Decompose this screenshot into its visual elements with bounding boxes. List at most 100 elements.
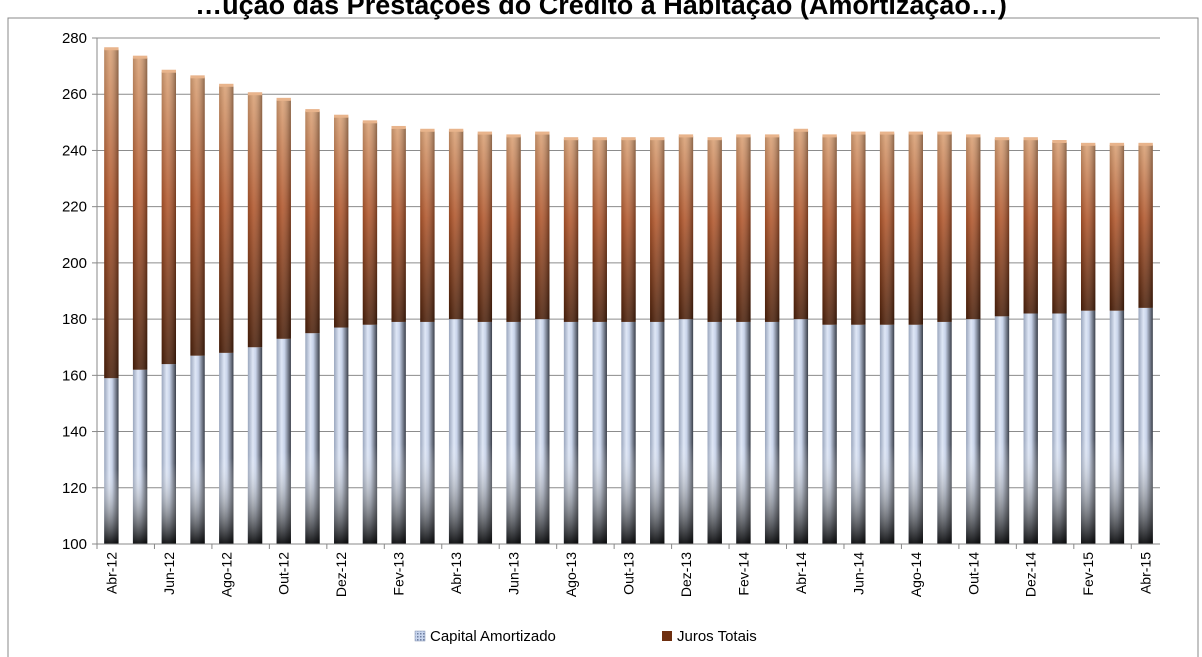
bar-capital-shade	[219, 352, 234, 544]
bar-top-cap	[104, 47, 119, 51]
bar-capital-shade	[592, 321, 607, 544]
bar-juros-shade	[506, 136, 521, 322]
bar-juros-shade	[937, 133, 952, 322]
bar-capital-shade	[448, 319, 464, 544]
bar-top-cap	[506, 134, 521, 138]
x-axis: Abr-12 Jun-12 Ago-12 Out-12 Dez-12 Fev-13 Abr-…	[96, 543, 1160, 597]
x-tick-label: Ago-14	[908, 552, 924, 597]
bar-capital-shade	[563, 321, 579, 544]
bar-capital-shade	[621, 321, 636, 544]
bar-top-cap	[1080, 142, 1096, 146]
bar-capital-shade	[707, 321, 722, 544]
bar-juros-shade	[650, 139, 665, 322]
bar-juros-shade	[822, 136, 837, 325]
x-tick-label: Out-12	[276, 552, 292, 595]
bar-capital-shade	[736, 321, 751, 544]
bar-capital-shade	[937, 321, 952, 544]
legend-swatch-juros	[662, 631, 672, 641]
bar-top-cap	[247, 92, 263, 96]
x-tick-label: Jun-12	[161, 552, 177, 595]
bar-top-cap	[736, 134, 751, 138]
bar-juros-shade	[764, 136, 780, 322]
bar-top-cap	[448, 128, 464, 132]
bar-juros-shade	[707, 139, 722, 322]
x-tick-label: Abr-12	[103, 552, 119, 594]
bar-juros-shade	[334, 116, 349, 328]
bar-top-cap	[1109, 142, 1125, 146]
bar-capital-shade	[362, 324, 378, 544]
bar-juros-shade	[736, 136, 751, 322]
bar-juros-shade	[1052, 142, 1067, 314]
bar-top-cap	[420, 128, 435, 132]
bar-top-cap	[190, 75, 205, 79]
bar-juros-shade	[247, 94, 263, 348]
y-tick-label: 220	[62, 199, 87, 216]
bar-capital-shade	[966, 319, 981, 544]
bar-capital-shade	[391, 321, 406, 544]
bar-top-cap	[391, 125, 406, 129]
bar-top-cap	[793, 128, 809, 132]
y-tick-label: 140	[62, 424, 87, 441]
x-tick-label: Abr-13	[448, 552, 464, 594]
bar-top-cap	[994, 137, 1010, 141]
bar-top-cap	[1138, 142, 1153, 146]
y-tick-label: 200	[62, 255, 87, 272]
bar-juros-shade	[1080, 144, 1096, 311]
bar-top-cap	[851, 131, 866, 135]
bar-capital-shade	[535, 319, 550, 544]
y-axis: 100 120 140 160 180 200 220 240 260 280	[62, 30, 98, 553]
bar-top-cap	[650, 137, 665, 141]
bar-capital-shade	[793, 319, 809, 544]
bar-juros-shade	[994, 139, 1010, 317]
bar-juros-shade	[592, 139, 607, 322]
x-tick-label: Ago-13	[563, 552, 579, 597]
bar-top-cap	[879, 131, 895, 135]
y-tick-label: 180	[62, 311, 87, 328]
bar-top-cap	[707, 137, 722, 141]
x-tick-label: Fev-15	[1080, 552, 1096, 596]
legend-swatch-capital	[414, 630, 426, 642]
bar-capital-shade	[276, 338, 291, 544]
x-tick-label: Fev-14	[735, 552, 751, 596]
y-tick-label: 100	[62, 536, 87, 553]
bar-juros-shade	[190, 77, 205, 356]
x-tick-label: Jun-13	[506, 552, 522, 595]
bar-top-cap	[621, 137, 636, 141]
bar-capital-shade	[851, 324, 866, 544]
bar-top-cap	[276, 97, 291, 101]
bar-capital-shade	[1080, 310, 1096, 544]
bar-juros-shade	[132, 57, 148, 370]
bar-capital-shade	[1109, 310, 1125, 544]
bar-juros-shade	[678, 136, 694, 320]
bar-capital-shade	[161, 364, 177, 544]
y-tick-label: 240	[62, 142, 87, 159]
x-tick-label: Dez-13	[678, 552, 694, 597]
x-tick-label: Out-13	[621, 552, 637, 595]
legend-label-capital: Capital Amortizado	[430, 628, 556, 645]
y-tick-label: 280	[62, 30, 87, 47]
bar-top-cap	[908, 131, 923, 135]
bar-juros-shade	[535, 133, 550, 320]
x-tick-label: Out-14	[965, 552, 981, 595]
bar-top-cap	[477, 131, 493, 135]
bar-juros-shade	[477, 133, 493, 322]
bar-capital-shade	[879, 324, 895, 544]
bar-juros-shade	[305, 111, 320, 334]
bar-capital-shade	[247, 347, 263, 544]
x-tick-label: Dez-12	[333, 552, 349, 597]
bar-juros-shade	[219, 85, 234, 353]
bar-top-cap	[563, 137, 579, 141]
bar-capital-shade	[764, 321, 780, 544]
bar-juros-shade	[391, 127, 406, 322]
bar-capital-shade	[420, 321, 435, 544]
bar-juros-shade	[851, 133, 866, 325]
bar-capital-shade	[305, 333, 320, 544]
bar-top-cap	[219, 83, 234, 87]
y-tick-label: 260	[62, 86, 87, 103]
x-tick-label: Jun-14	[850, 552, 866, 595]
x-tick-label: Ago-12	[218, 552, 234, 597]
bar-top-cap	[592, 137, 607, 141]
bar-top-cap	[822, 134, 837, 138]
legend: Capital Amortizado Juros Totais	[414, 628, 757, 645]
